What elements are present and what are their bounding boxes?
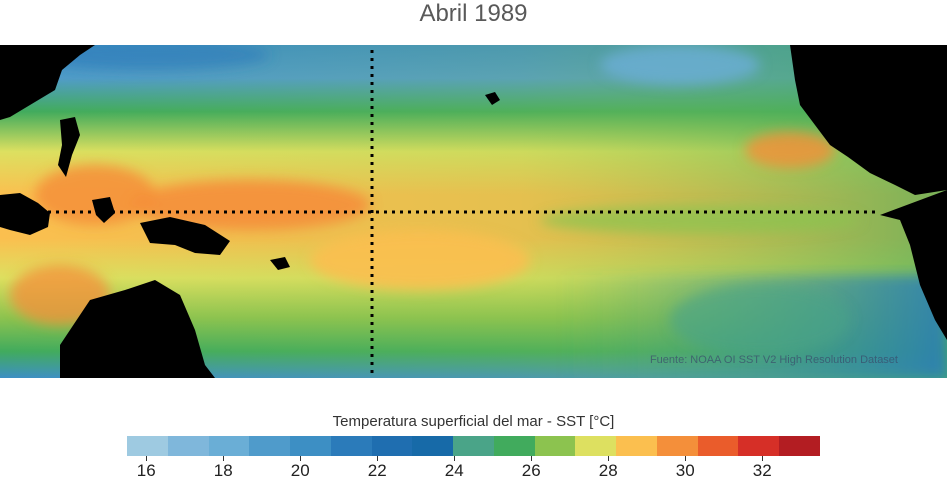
- colorbar-segment: [127, 436, 168, 456]
- land-caribbean-2: [912, 115, 940, 125]
- colorbar: [127, 436, 821, 456]
- colorbar-segment: [208, 436, 250, 456]
- colorbar-segment: [290, 436, 331, 456]
- warm-pool-west-2: [35, 165, 155, 225]
- land-americas-north: [790, 45, 947, 195]
- colorbar-segment: [656, 436, 698, 456]
- colorbar-tick-mark: [685, 456, 687, 461]
- colorbar-segment: [534, 436, 576, 456]
- colorbar-tick-label: 26: [521, 461, 541, 480]
- colorbar-tick-label: 22: [367, 461, 387, 480]
- colorbar-tick-mark: [531, 456, 533, 461]
- colorbar-segment: [249, 436, 291, 456]
- colorbar-tick-mark: [146, 456, 148, 461]
- colorbar-tick-label: 24: [444, 461, 464, 480]
- cool-southeast: [670, 285, 850, 355]
- land-americas-south: [880, 190, 947, 340]
- colorbar-segment: [738, 436, 780, 456]
- source-credit: Fuente: NOAA OI SST V2 High Resolution D…: [650, 354, 898, 366]
- sst-map: Fuente: NOAA OI SST V2 High Resolution D…: [0, 45, 947, 378]
- colorbar-segment: [167, 436, 209, 456]
- warm-pool-central: [310, 230, 530, 290]
- colorbar-segment: [330, 436, 372, 456]
- colorbar-tick-label: 18: [213, 461, 233, 480]
- land-australia: [60, 280, 215, 378]
- warm-pool-ne: [745, 132, 835, 168]
- colorbar-tick-label: 28: [598, 461, 618, 480]
- colorbar-tick-mark: [454, 456, 456, 461]
- colorbar-segment: [412, 436, 454, 456]
- land-masses: [0, 45, 947, 378]
- land-philippines: [58, 117, 80, 177]
- land-new-guinea: [140, 217, 230, 255]
- colorbar-tick-mark: [762, 456, 764, 461]
- land-solomons: [270, 257, 290, 270]
- colorbar-segment: [493, 436, 535, 456]
- land-borneo-sumatra: [0, 193, 50, 235]
- colorbar-segment: [697, 436, 739, 456]
- land-hawaii: [485, 92, 500, 105]
- cool-north-west: [30, 45, 270, 70]
- colorbar-tick-label: 16: [136, 461, 156, 480]
- legend-title: Temperatura superficial del mar - SST [°…: [332, 413, 615, 430]
- colorbar-tick-mark: [608, 456, 610, 461]
- colorbar-tick-mark: [377, 456, 379, 461]
- colorbar-segment: [453, 436, 494, 456]
- warm-pool-west: [130, 180, 370, 230]
- colorbar-ticks: 16 18 20 22 24 26 28 30 32: [127, 456, 820, 480]
- colorbar-segment: [616, 436, 657, 456]
- colorbar-segment: [575, 436, 617, 456]
- cool-tongue: [540, 206, 860, 234]
- land-caribbean-1: [870, 83, 905, 100]
- colorbar-tick-label: 20: [290, 461, 310, 480]
- colorbar-segment: [371, 436, 413, 456]
- colorbar-tick-mark: [300, 456, 302, 461]
- land-sulawesi: [92, 197, 115, 223]
- colorbar-tick-label: 32: [752, 461, 772, 480]
- cool-northeast: [600, 45, 760, 85]
- map-title: Abril 1989: [419, 0, 528, 27]
- colorbar-segment: [779, 436, 821, 456]
- colorbar-tick-mark: [223, 456, 225, 461]
- colorbar-tick-label: 30: [675, 461, 695, 480]
- land-asia: [0, 45, 95, 120]
